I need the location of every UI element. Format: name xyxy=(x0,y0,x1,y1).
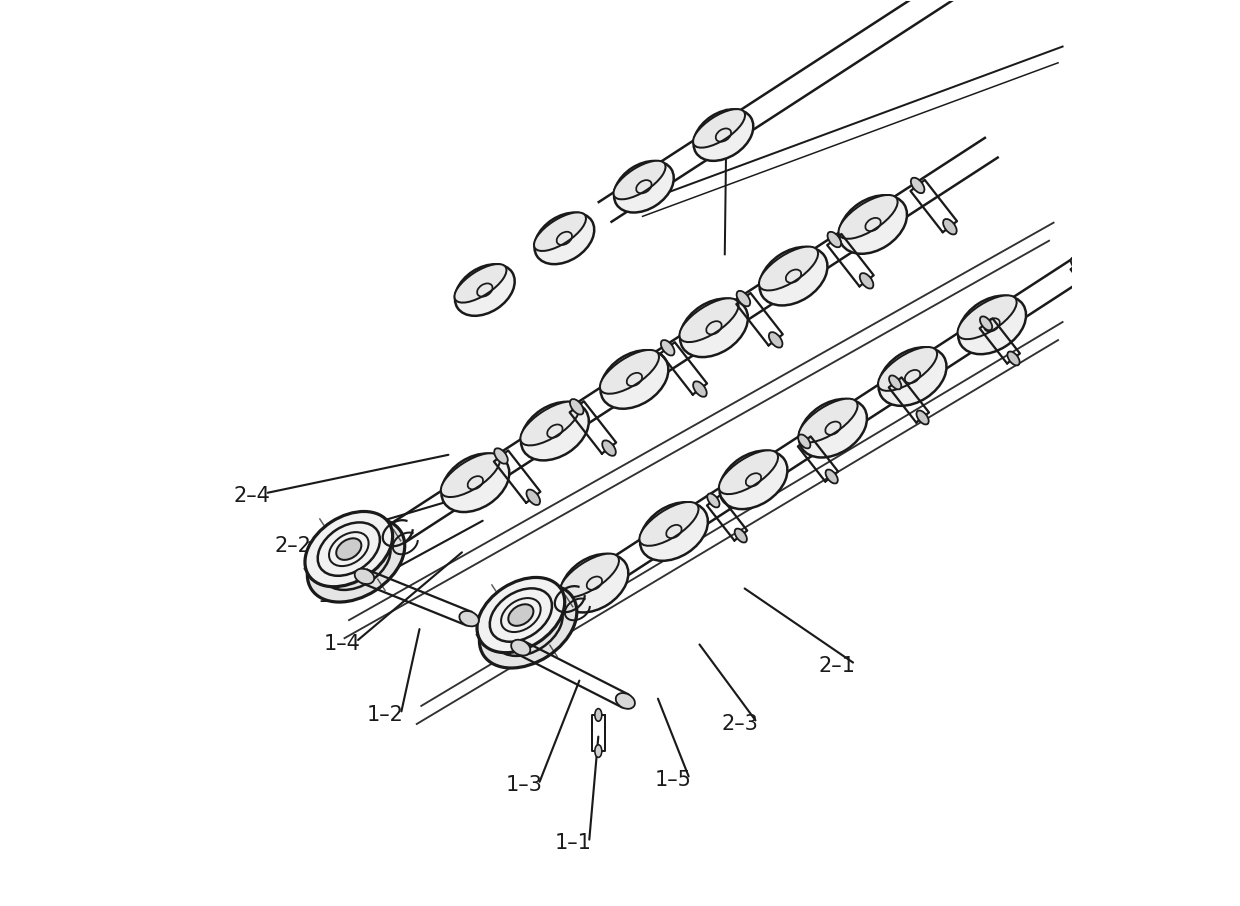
Ellipse shape xyxy=(495,448,508,464)
Ellipse shape xyxy=(661,340,675,355)
Ellipse shape xyxy=(441,453,500,497)
Ellipse shape xyxy=(838,195,898,239)
Ellipse shape xyxy=(944,219,957,235)
Ellipse shape xyxy=(455,265,515,316)
Ellipse shape xyxy=(534,212,587,251)
Ellipse shape xyxy=(336,538,361,560)
Ellipse shape xyxy=(826,469,838,484)
Ellipse shape xyxy=(521,401,579,446)
Ellipse shape xyxy=(308,518,404,602)
Text: 2–3: 2–3 xyxy=(722,714,758,734)
Ellipse shape xyxy=(707,494,719,507)
Ellipse shape xyxy=(459,611,479,626)
Ellipse shape xyxy=(980,316,992,331)
Ellipse shape xyxy=(799,399,858,442)
Ellipse shape xyxy=(839,196,906,254)
Ellipse shape xyxy=(769,333,782,348)
Ellipse shape xyxy=(878,347,937,390)
Ellipse shape xyxy=(560,554,629,612)
Ellipse shape xyxy=(508,604,533,626)
Ellipse shape xyxy=(799,399,867,458)
Ellipse shape xyxy=(879,347,946,406)
Ellipse shape xyxy=(759,246,818,291)
Ellipse shape xyxy=(737,291,750,306)
Text: 1–4: 1–4 xyxy=(324,633,361,653)
Ellipse shape xyxy=(527,489,541,505)
Ellipse shape xyxy=(329,532,368,566)
Ellipse shape xyxy=(916,410,929,424)
Ellipse shape xyxy=(441,454,510,512)
Ellipse shape xyxy=(959,295,1025,354)
Ellipse shape xyxy=(521,402,589,460)
Text: 2–1: 2–1 xyxy=(818,656,856,676)
Ellipse shape xyxy=(719,450,787,509)
Ellipse shape xyxy=(600,350,658,394)
Ellipse shape xyxy=(680,299,748,357)
Ellipse shape xyxy=(640,502,698,545)
Ellipse shape xyxy=(560,554,619,597)
Ellipse shape xyxy=(480,584,577,668)
Ellipse shape xyxy=(957,295,1017,339)
Ellipse shape xyxy=(511,640,531,656)
Ellipse shape xyxy=(1071,257,1083,271)
Ellipse shape xyxy=(454,264,506,303)
Ellipse shape xyxy=(305,512,393,587)
Ellipse shape xyxy=(1099,293,1111,306)
Text: 1–3: 1–3 xyxy=(505,776,542,795)
Text: 1–6: 1–6 xyxy=(317,585,355,606)
Ellipse shape xyxy=(317,523,379,576)
Ellipse shape xyxy=(616,693,635,708)
Ellipse shape xyxy=(534,213,594,265)
Ellipse shape xyxy=(1007,352,1019,365)
Ellipse shape xyxy=(734,528,746,543)
Ellipse shape xyxy=(595,745,601,757)
Text: 1–2: 1–2 xyxy=(367,705,404,725)
Ellipse shape xyxy=(600,351,668,409)
Ellipse shape xyxy=(799,435,811,448)
Text: 2–2: 2–2 xyxy=(275,536,311,556)
Ellipse shape xyxy=(911,178,925,193)
Ellipse shape xyxy=(760,247,827,305)
Ellipse shape xyxy=(889,375,901,390)
Ellipse shape xyxy=(859,273,873,289)
Ellipse shape xyxy=(614,161,673,213)
Ellipse shape xyxy=(321,531,391,590)
Ellipse shape xyxy=(501,598,541,632)
Text: 1–1: 1–1 xyxy=(556,834,591,853)
Ellipse shape xyxy=(603,440,616,456)
Text: 1–5: 1–5 xyxy=(655,770,691,790)
Ellipse shape xyxy=(494,596,563,656)
Ellipse shape xyxy=(640,502,708,561)
Ellipse shape xyxy=(719,450,777,494)
Ellipse shape xyxy=(334,542,378,579)
Ellipse shape xyxy=(693,110,754,161)
Ellipse shape xyxy=(570,399,584,415)
Ellipse shape xyxy=(827,232,841,247)
Ellipse shape xyxy=(477,577,564,652)
Ellipse shape xyxy=(490,588,552,641)
Ellipse shape xyxy=(693,381,707,397)
Ellipse shape xyxy=(614,160,666,199)
Ellipse shape xyxy=(595,708,601,721)
Ellipse shape xyxy=(680,298,739,342)
Text: 2–4: 2–4 xyxy=(233,487,270,506)
Ellipse shape xyxy=(506,607,551,645)
Ellipse shape xyxy=(355,569,374,584)
Ellipse shape xyxy=(693,109,745,148)
